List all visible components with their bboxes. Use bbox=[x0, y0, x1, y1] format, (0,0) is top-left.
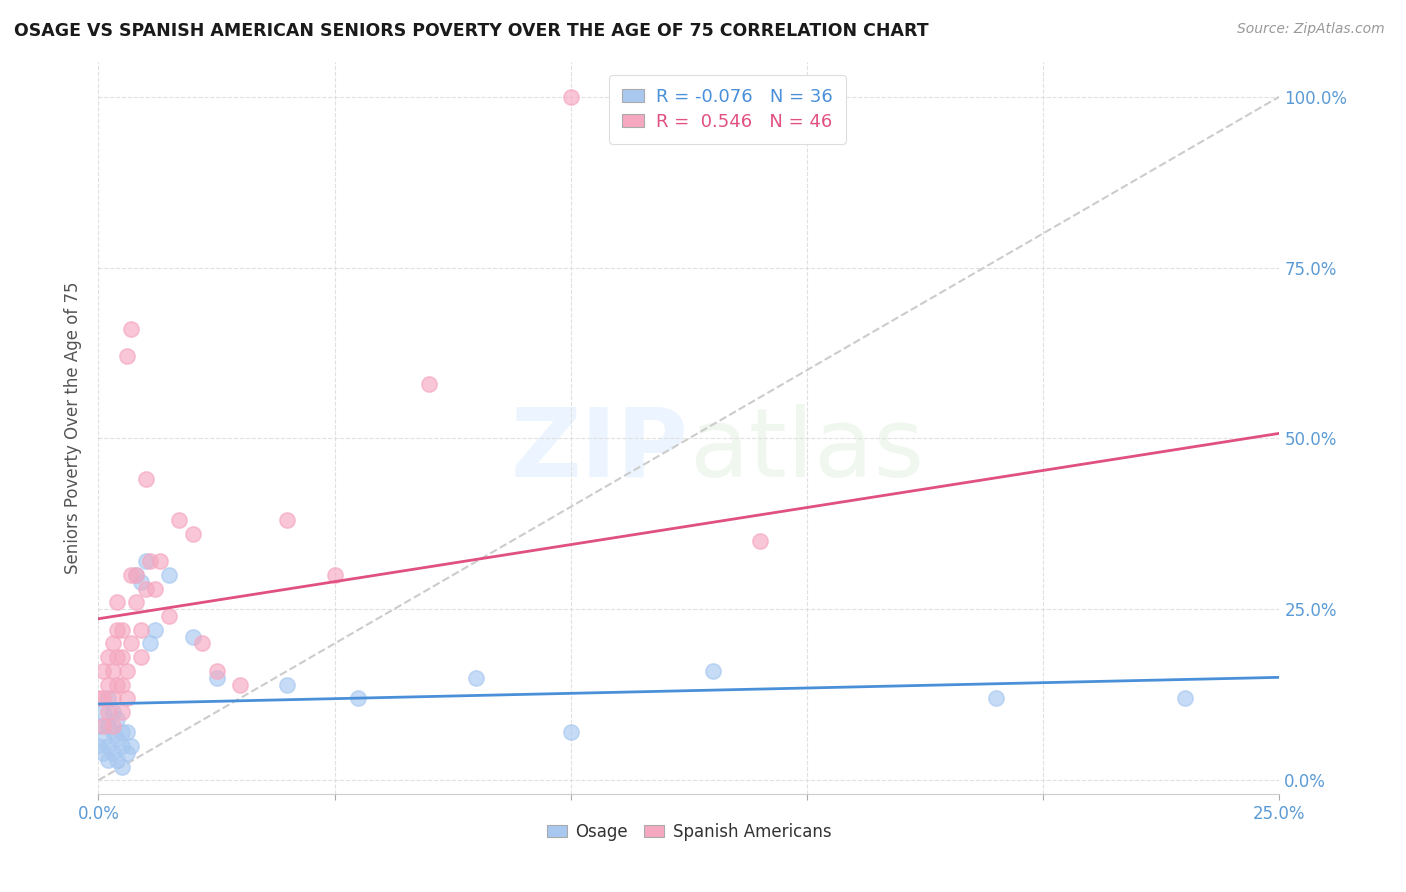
Text: atlas: atlas bbox=[689, 403, 924, 497]
Point bbox=[139, 636, 162, 650]
Point bbox=[167, 513, 190, 527]
Point bbox=[1174, 691, 1197, 706]
Point bbox=[205, 671, 228, 685]
Point bbox=[101, 636, 124, 650]
Point bbox=[97, 691, 120, 706]
Point bbox=[748, 533, 770, 548]
Point bbox=[560, 725, 582, 739]
Point bbox=[191, 636, 214, 650]
Point bbox=[129, 574, 152, 589]
Point bbox=[560, 89, 582, 103]
Y-axis label: Seniors Poverty Over the Age of 75: Seniors Poverty Over the Age of 75 bbox=[65, 282, 83, 574]
Point bbox=[91, 664, 114, 678]
Point bbox=[91, 691, 114, 706]
Point bbox=[101, 691, 124, 706]
Point bbox=[101, 746, 124, 760]
Point bbox=[143, 623, 166, 637]
Point bbox=[157, 609, 180, 624]
Point bbox=[111, 677, 134, 691]
Point bbox=[181, 630, 204, 644]
Point bbox=[121, 322, 143, 336]
Point bbox=[181, 527, 204, 541]
Point bbox=[276, 677, 298, 691]
Point bbox=[101, 705, 124, 719]
Point bbox=[121, 636, 143, 650]
Point bbox=[105, 650, 128, 665]
Point bbox=[115, 664, 138, 678]
Point bbox=[97, 705, 120, 719]
Point bbox=[465, 671, 488, 685]
Point bbox=[105, 623, 128, 637]
Point bbox=[139, 554, 162, 568]
Point bbox=[115, 691, 138, 706]
Point bbox=[129, 650, 152, 665]
Point bbox=[101, 718, 124, 732]
Point bbox=[87, 691, 110, 706]
Point bbox=[97, 650, 120, 665]
Point bbox=[91, 705, 114, 719]
Point bbox=[97, 753, 120, 767]
Point bbox=[91, 746, 114, 760]
Point bbox=[418, 376, 440, 391]
Point bbox=[135, 472, 157, 486]
Point bbox=[125, 568, 148, 582]
Point bbox=[276, 513, 298, 527]
Point bbox=[101, 725, 124, 739]
Legend: Osage, Spanish Americans: Osage, Spanish Americans bbox=[540, 816, 838, 847]
Point bbox=[115, 350, 138, 364]
Point bbox=[121, 568, 143, 582]
Point bbox=[87, 739, 110, 753]
Point bbox=[115, 725, 138, 739]
Point bbox=[143, 582, 166, 596]
Text: Source: ZipAtlas.com: Source: ZipAtlas.com bbox=[1237, 22, 1385, 37]
Point bbox=[111, 705, 134, 719]
Point bbox=[97, 677, 120, 691]
Point bbox=[91, 718, 114, 732]
Point bbox=[91, 732, 114, 747]
Point bbox=[111, 739, 134, 753]
Point bbox=[323, 568, 346, 582]
Point bbox=[105, 595, 128, 609]
Point bbox=[111, 623, 134, 637]
Point bbox=[97, 718, 120, 732]
Point bbox=[205, 664, 228, 678]
Point bbox=[87, 718, 110, 732]
Point bbox=[157, 568, 180, 582]
Point bbox=[115, 746, 138, 760]
Point bbox=[347, 691, 370, 706]
Point bbox=[149, 554, 172, 568]
Point bbox=[105, 753, 128, 767]
Point bbox=[125, 568, 148, 582]
Point bbox=[111, 759, 134, 773]
Point bbox=[97, 739, 120, 753]
Point bbox=[105, 732, 128, 747]
Point bbox=[121, 739, 143, 753]
Point bbox=[984, 691, 1007, 706]
Point bbox=[105, 712, 128, 726]
Point bbox=[135, 554, 157, 568]
Point bbox=[229, 677, 252, 691]
Point bbox=[125, 595, 148, 609]
Text: OSAGE VS SPANISH AMERICAN SENIORS POVERTY OVER THE AGE OF 75 CORRELATION CHART: OSAGE VS SPANISH AMERICAN SENIORS POVERT… bbox=[14, 22, 929, 40]
Point bbox=[101, 664, 124, 678]
Point bbox=[111, 725, 134, 739]
Point bbox=[135, 582, 157, 596]
Point bbox=[105, 677, 128, 691]
Point bbox=[111, 650, 134, 665]
Point bbox=[702, 664, 724, 678]
Text: ZIP: ZIP bbox=[510, 403, 689, 497]
Point bbox=[129, 623, 152, 637]
